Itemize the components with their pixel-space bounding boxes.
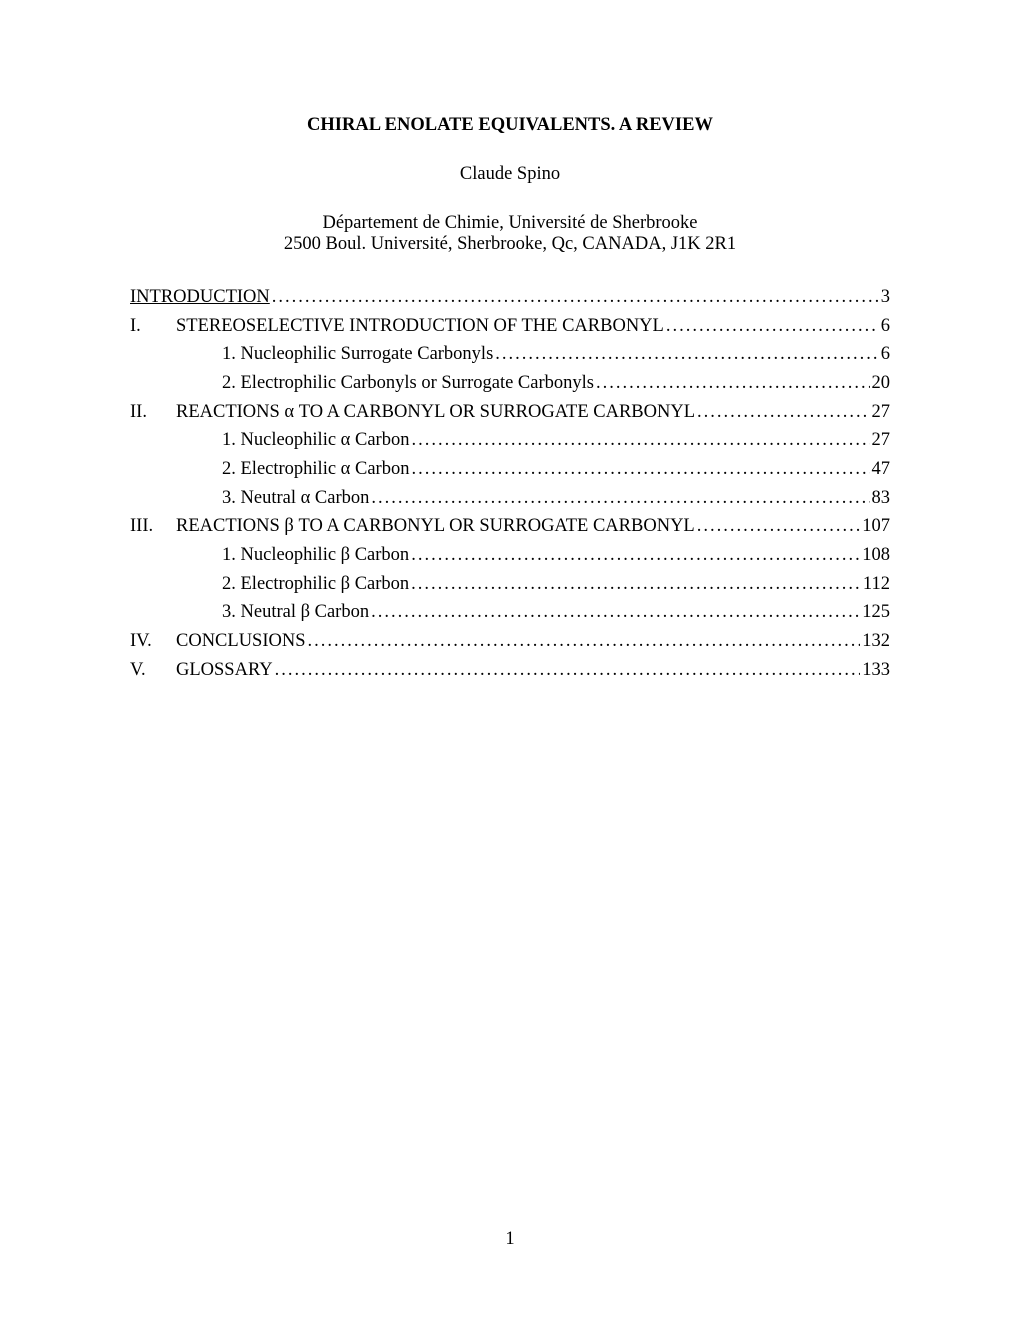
toc-leader [411, 570, 861, 599]
toc-spacer [130, 426, 176, 455]
toc-spacer [130, 598, 176, 627]
affiliation-line-2: 2500 Boul. Université, Sherbrooke, Qc, C… [130, 234, 890, 255]
toc-spacer [130, 455, 176, 484]
toc-spacer [176, 426, 222, 455]
toc-label: CONCLUSIONS [176, 627, 306, 656]
toc-page: 132 [862, 627, 890, 656]
table-of-contents: INTRODUCTION 3 I. STEREOSELECTIVE INTROD… [130, 283, 890, 684]
toc-leader [275, 656, 861, 685]
toc-label: 2. Electrophilic Carbonyls or Surrogate … [222, 369, 594, 398]
toc-spacer [130, 541, 176, 570]
toc-spacer [130, 570, 176, 599]
toc-page: 108 [862, 541, 890, 570]
toc-label: 1. Nucleophilic α Carbon [222, 426, 409, 455]
toc-spacer [176, 340, 222, 369]
toc-entry-subsection: 3. Neutral α Carbon 83 [130, 484, 890, 513]
toc-spacer [130, 369, 176, 398]
affiliation: Département de Chimie, Université de She… [130, 213, 890, 255]
toc-spacer [176, 369, 222, 398]
author-name: Claude Spino [130, 164, 890, 185]
toc-spacer [176, 541, 222, 570]
toc-entry-subsection: 2. Electrophilic Carbonyls or Surrogate … [130, 369, 890, 398]
toc-leader [371, 484, 869, 513]
toc-label: INTRODUCTION [130, 283, 270, 312]
toc-label: 2. Electrophilic β Carbon [222, 570, 409, 599]
toc-page: 6 [881, 312, 890, 341]
toc-section-num: IV. [130, 627, 176, 656]
toc-entry-subsection: 2. Electrophilic β Carbon 112 [130, 570, 890, 599]
toc-spacer [176, 598, 222, 627]
toc-entry-section-1: I. STEREOSELECTIVE INTRODUCTION OF THE C… [130, 312, 890, 341]
toc-label: 3. Neutral β Carbon [222, 598, 369, 627]
toc-leader [697, 512, 861, 541]
toc-spacer [130, 484, 176, 513]
toc-label: 1. Nucleophilic β Carbon [222, 541, 409, 570]
toc-entry-subsection: 1. Nucleophilic α Carbon 27 [130, 426, 890, 455]
toc-entry-subsection: 2. Electrophilic α Carbon 47 [130, 455, 890, 484]
toc-page: 83 [872, 484, 891, 513]
toc-page: 3 [881, 283, 890, 312]
toc-leader [697, 398, 869, 427]
toc-entry-section-4: IV. CONCLUSIONS 132 [130, 627, 890, 656]
toc-leader [272, 283, 879, 312]
toc-label: 3. Neutral α Carbon [222, 484, 369, 513]
toc-leader [596, 369, 870, 398]
toc-leader [495, 340, 878, 369]
toc-label: 1. Nucleophilic Surrogate Carbonyls [222, 340, 493, 369]
document-title: CHIRAL ENOLATE EQUIVALENTS. A REVIEW [130, 115, 890, 136]
toc-spacer [176, 455, 222, 484]
toc-leader [666, 312, 879, 341]
toc-page: 20 [872, 369, 891, 398]
toc-page: 27 [872, 398, 891, 427]
toc-label: REACTIONS β TO A CARBONYL OR SURROGATE C… [176, 512, 695, 541]
toc-spacer [130, 340, 176, 369]
toc-section-num: III. [130, 512, 176, 541]
toc-page: 27 [872, 426, 891, 455]
affiliation-line-1: Département de Chimie, Université de She… [130, 213, 890, 234]
toc-entry-section-2: II. REACTIONS α TO A CARBONYL OR SURROGA… [130, 398, 890, 427]
toc-label: 2. Electrophilic α Carbon [222, 455, 409, 484]
toc-page: 112 [863, 570, 890, 599]
toc-page: 133 [862, 656, 890, 685]
toc-label: GLOSSARY [176, 656, 273, 685]
toc-section-num: I. [130, 312, 176, 341]
toc-label: STEREOSELECTIVE INTRODUCTION OF THE CARB… [176, 312, 664, 341]
toc-leader [371, 598, 860, 627]
toc-page: 107 [862, 512, 890, 541]
toc-page: 125 [862, 598, 890, 627]
toc-leader [411, 426, 869, 455]
toc-entry-subsection: 1. Nucleophilic Surrogate Carbonyls 6 [130, 340, 890, 369]
toc-spacer [176, 484, 222, 513]
toc-entry-section-5: V. GLOSSARY 133 [130, 656, 890, 685]
toc-spacer [176, 570, 222, 599]
toc-page: 47 [872, 455, 891, 484]
toc-leader [411, 541, 860, 570]
toc-section-num: II. [130, 398, 176, 427]
toc-entry-subsection: 1. Nucleophilic β Carbon 108 [130, 541, 890, 570]
toc-leader [411, 455, 869, 484]
toc-label: REACTIONS α TO A CARBONYL OR SURROGATE C… [176, 398, 695, 427]
toc-entry-subsection: 3. Neutral β Carbon 125 [130, 598, 890, 627]
page-number: 1 [0, 1229, 1020, 1250]
toc-section-num: V. [130, 656, 176, 685]
toc-entry-intro: INTRODUCTION 3 [130, 283, 890, 312]
toc-leader [308, 627, 861, 656]
toc-page: 6 [881, 340, 890, 369]
toc-entry-section-3: III. REACTIONS β TO A CARBONYL OR SURROG… [130, 512, 890, 541]
